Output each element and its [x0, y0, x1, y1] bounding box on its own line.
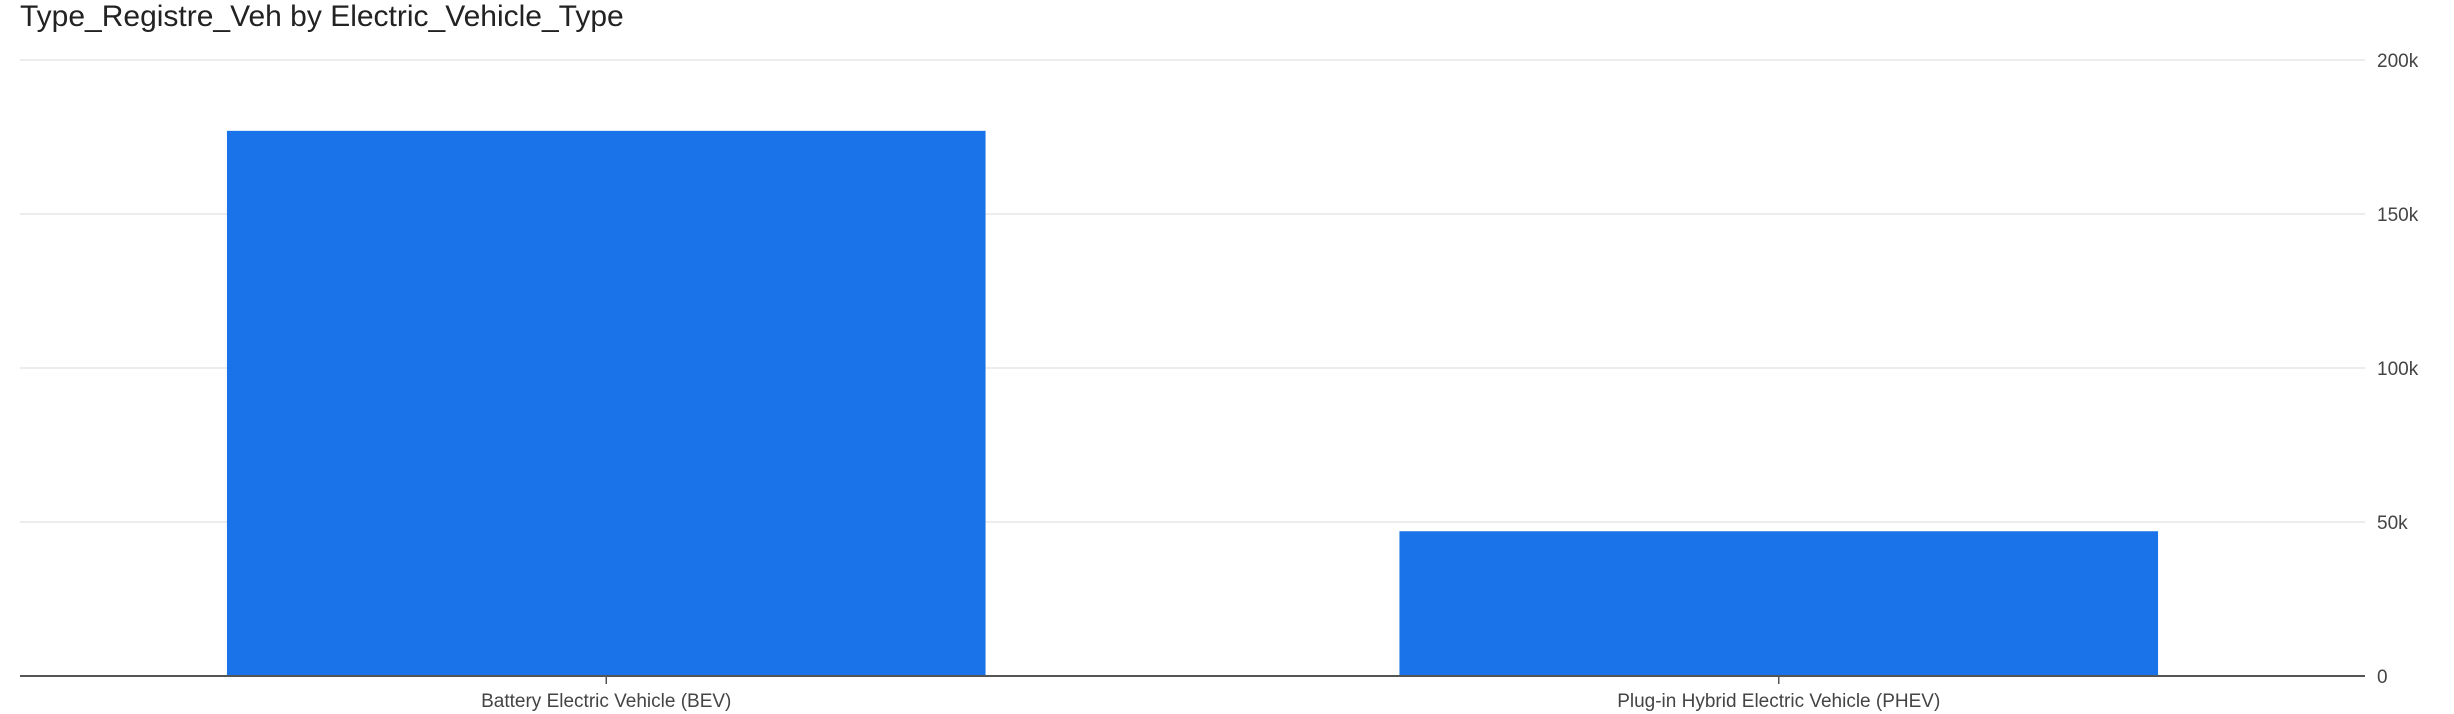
- y-tick-label: 150k: [2377, 205, 2419, 226]
- bar[interactable]: [226, 130, 986, 677]
- y-tick-label: 0: [2377, 667, 2388, 688]
- x-tick-label: Plug-in Hybrid Electric Vehicle (PHEV): [1617, 691, 1940, 712]
- axes: [20, 675, 2365, 684]
- y-tick-label: 100k: [2377, 359, 2419, 380]
- chart-title: Type_Registre_Veh by Electric_Vehicle_Ty…: [20, 0, 624, 33]
- y-tick-label: 50k: [2377, 513, 2408, 534]
- labels: 0 50k 100k 150k 200k Battery Electric Vehicle…: [481, 51, 2419, 712]
- y-tick-label: 200k: [2377, 51, 2419, 72]
- bar[interactable]: [1399, 531, 2159, 676]
- bars: [226, 130, 2159, 677]
- x-tick-label: Battery Electric Vehicle (BEV): [481, 691, 731, 712]
